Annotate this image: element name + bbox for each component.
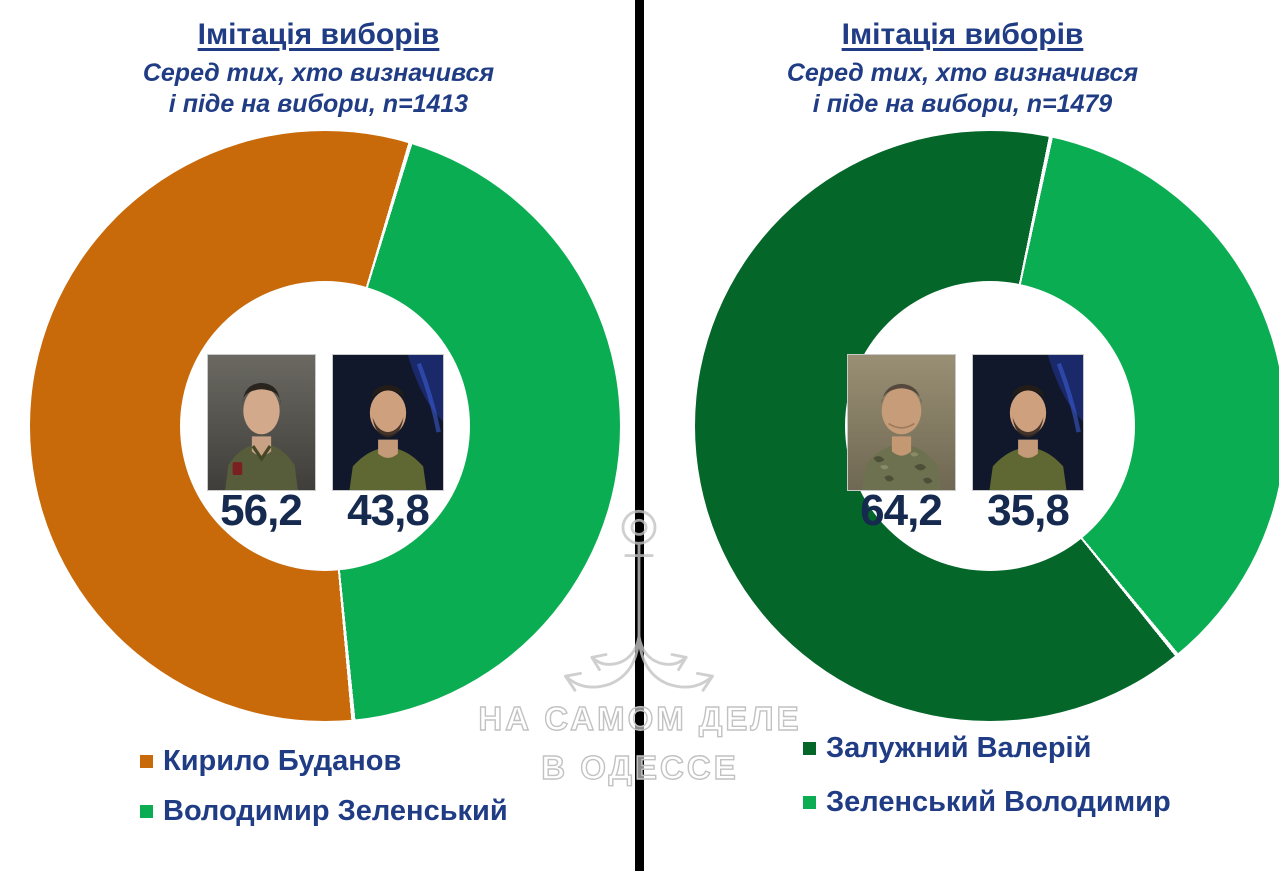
zelensky-photo xyxy=(333,355,443,490)
legend-swatch-orange xyxy=(140,755,153,768)
chart-title: Імітація виборів xyxy=(841,18,1084,51)
zaluzhny-portrait-art xyxy=(848,355,955,490)
donut-chart-left xyxy=(30,131,620,721)
chart-subtitle-line2: і піде на вибори, n=1413 xyxy=(168,90,469,118)
budanov-portrait-art xyxy=(208,355,315,490)
legend-swatch-green xyxy=(140,805,153,818)
panel-divider xyxy=(635,0,644,871)
legend-label-zaluzhny: Залужний Валерій xyxy=(826,732,1092,764)
zelensky-portrait-art xyxy=(333,355,443,490)
legend-label-zelensky: Володимир Зеленський xyxy=(163,795,508,827)
zaluzhny-photo xyxy=(848,355,955,490)
legend-item-zelensky: Зеленський Володимир xyxy=(803,786,1171,819)
chart-subtitle: Серед тих, хто визначився і піде на вибо… xyxy=(0,58,637,120)
chart-subtitle-line2: і піде на вибори, n=1479 xyxy=(812,90,1113,118)
zelensky-photo xyxy=(973,355,1083,490)
legend-swatch-green xyxy=(803,796,816,809)
chart-subtitle-line1: Серед тих, хто визначився xyxy=(142,59,495,87)
value-label-budanov: 56,2 xyxy=(220,486,303,535)
legend-label-budanov: Кирило Буданов xyxy=(163,745,402,777)
legend-item-zaluzhny: Залужний Валерій xyxy=(803,732,1091,765)
legend-item-zelensky: Володимир Зеленський xyxy=(140,795,508,828)
value-label-zelensky: 43,8 xyxy=(347,486,430,535)
chart-title: Імітація виборів xyxy=(197,18,440,51)
zelensky-portrait-art xyxy=(973,355,1083,490)
value-label-zelensky: 35,8 xyxy=(987,486,1070,535)
panel-budanov-vs-zelensky: Імітація виборів Серед тих, хто визначив… xyxy=(0,0,637,871)
budanov-photo xyxy=(208,355,315,490)
chart-subtitle: Серед тих, хто визначився і піде на вибо… xyxy=(646,58,1279,120)
value-label-zaluzhny: 64,2 xyxy=(860,486,943,535)
panel-zaluzhny-vs-zelensky: Імітація виборів Серед тих, хто визначив… xyxy=(646,0,1279,871)
chart-subtitle-line1: Серед тих, хто визначився xyxy=(786,59,1139,87)
legend-item-budanov: Кирило Буданов xyxy=(140,745,401,778)
legend-label-zelensky: Зеленський Володимир xyxy=(826,786,1171,818)
legend-swatch-dark-green xyxy=(803,742,816,755)
